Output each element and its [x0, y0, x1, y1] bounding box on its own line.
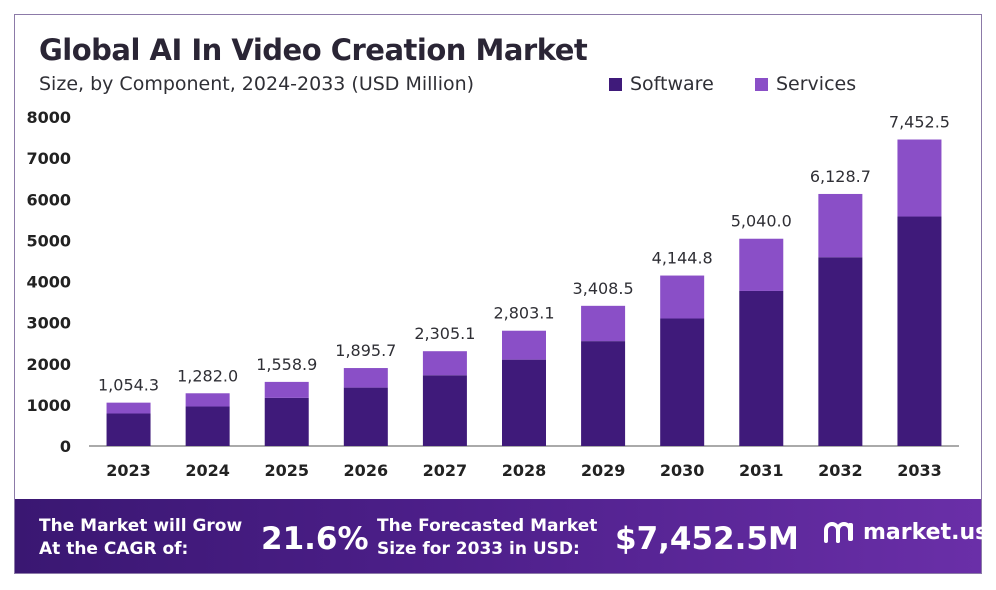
bar-services-2030	[660, 275, 705, 319]
legend-label-services: Services	[776, 73, 857, 95]
x-tick-label: 2027	[423, 461, 468, 480]
y-tick-label: 4000	[26, 273, 71, 292]
forecast-value: $7,452.5M	[615, 521, 799, 557]
bar-software-2031	[739, 290, 784, 446]
cagr-value: 21.6%	[261, 521, 369, 557]
x-tick-label: 2030	[660, 461, 705, 480]
x-tick-label: 2026	[344, 461, 389, 480]
brand-logo: market.us	[823, 519, 988, 545]
y-tick-label: 6000	[26, 190, 71, 209]
x-tick-label: 2033	[897, 461, 942, 480]
stacked-bar-chart: 0 1000 2000 3000 4000 5000 6000 7000 8000 1,054.3…	[26, 108, 959, 480]
chart-frame: Global AI In Video Creation Market Size,…	[14, 14, 988, 574]
x-tick-label: 2028	[502, 461, 547, 480]
x-tick-label: 2032	[818, 461, 863, 480]
data-label-total: 7,452.5	[889, 113, 950, 132]
data-label-total: 2,803.1	[493, 304, 554, 323]
bar-services-2024	[185, 393, 230, 407]
bar-services-2031	[739, 238, 784, 291]
bar-software-2028	[502, 359, 546, 446]
x-tick-label: 2023	[106, 461, 151, 480]
bar-software-2029	[581, 341, 626, 446]
y-tick-label: 1000	[26, 396, 71, 415]
y-tick-label: 8000	[26, 108, 71, 127]
y-tick-label: 3000	[26, 314, 71, 333]
bar-software-2032	[818, 257, 863, 446]
cagr-caption: The Market will Grow At the CAGR of:	[39, 516, 243, 559]
bar-software-2023	[106, 413, 151, 446]
data-label-total: 1,895.7	[335, 341, 396, 360]
data-label-total: 5,040.0	[731, 212, 792, 231]
footer-banner: The Market will Grow At the CAGR of: 21.…	[15, 499, 988, 573]
data-label-total: 6,128.7	[810, 167, 871, 186]
bar-services-2026	[343, 368, 388, 388]
legend-swatch-software	[609, 77, 622, 91]
y-tick-label: 2000	[26, 355, 71, 374]
bar-software-2033	[897, 216, 942, 446]
bar-services-2032	[818, 193, 863, 258]
market-us-logo-icon	[824, 522, 853, 543]
data-label-total: 1,054.3	[98, 376, 159, 395]
y-tick-label: 0	[60, 437, 71, 456]
forecast-caption: The Forecasted Market Size for 2033 in U…	[377, 516, 598, 559]
bar-services-2023	[106, 402, 151, 414]
bar-services-2027	[422, 351, 467, 376]
bar-services-2025	[264, 381, 309, 398]
legend-label-software: Software	[630, 73, 714, 95]
bar-services-2028	[502, 330, 546, 360]
data-label-total: 1,282.0	[177, 366, 238, 385]
data-label-total: 2,305.1	[414, 324, 475, 343]
bar-software-2026	[343, 387, 388, 446]
x-tick-label: 2025	[264, 461, 309, 480]
legend-item-services: Services	[755, 73, 856, 95]
y-tick-label: 7000	[26, 149, 71, 168]
data-label-total: 3,408.5	[573, 279, 634, 298]
bar-services-2033	[897, 139, 942, 217]
x-tick-label: 2029	[581, 461, 626, 480]
legend-item-software: Software	[609, 73, 714, 95]
x-tick-label: 2031	[739, 461, 784, 480]
brand-name: market.us	[863, 519, 989, 545]
y-tick-label: 5000	[26, 231, 71, 250]
bar-software-2027	[422, 375, 467, 446]
data-label-total: 4,144.8	[652, 249, 713, 268]
chart-title: Global AI In Video Creation Market	[39, 33, 588, 67]
data-label-total: 1,558.9	[256, 355, 317, 374]
bar-software-2025	[264, 397, 309, 446]
chart-subtitle: Size, by Component, 2024-2033 (USD Milli…	[39, 73, 475, 95]
bar-services-2029	[581, 305, 626, 342]
x-tick-label: 2024	[185, 461, 230, 480]
bar-software-2024	[185, 406, 230, 446]
bar-software-2030	[660, 318, 705, 446]
legend-swatch-services	[755, 77, 768, 91]
